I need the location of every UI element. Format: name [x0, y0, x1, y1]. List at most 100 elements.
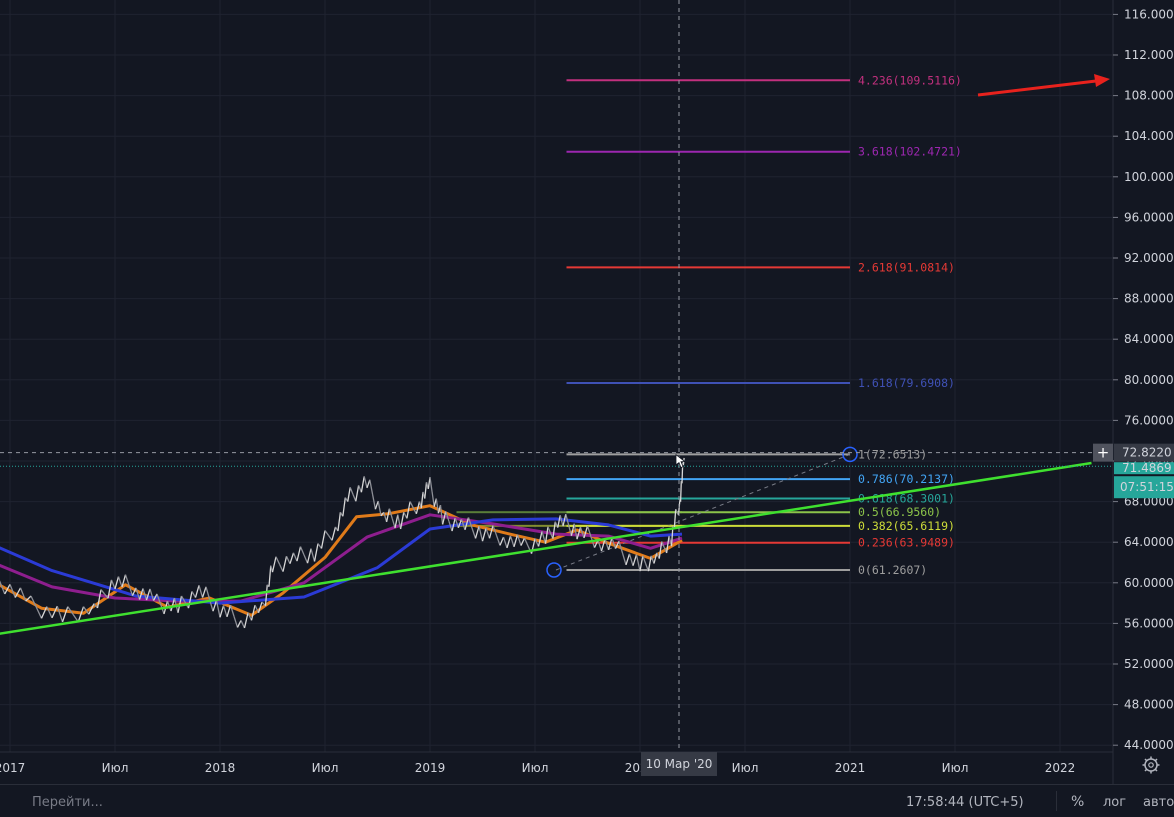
price-candle: [327, 535, 333, 541]
price-candle: [292, 552, 298, 562]
price-candle: [30, 595, 37, 608]
fib-level-label: 0.382(65.6119): [858, 519, 955, 533]
price-candle: [454, 517, 459, 529]
current-price-badge: [1114, 443, 1174, 462]
annotation-arrow: [977, 74, 1110, 97]
price-candle: [374, 500, 379, 510]
price-candle: [219, 605, 225, 618]
time-axis-ticks: 2017Июл2018Июл2019Июл2020Июл2021Июл2022: [0, 761, 1075, 775]
price-candle: [342, 497, 346, 517]
percent-scale-toggle[interactable]: %: [1071, 794, 1085, 810]
price-candle: [198, 585, 204, 598]
price-candle: [201, 586, 207, 598]
bottom-toolbar: Перейти... 17:58:44 (UTC+5) % лог авто: [0, 784, 1174, 817]
price-candle: [625, 553, 631, 566]
price-candle: [397, 514, 402, 530]
price-candle: [488, 525, 494, 539]
price-candle: [661, 541, 665, 548]
fib-level-label: 0(61.2607): [858, 563, 927, 577]
price-candle: [537, 531, 543, 547]
chart-canvas[interactable]: 4.236(109.5116) 3.618(102.4721) 2.618(91.0…: [0, 0, 1174, 784]
fib-anchor-handle[interactable]: [546, 562, 562, 578]
price-candle: [673, 509, 677, 530]
y-tick-label: 44.0000: [1124, 738, 1174, 752]
price-candle: [544, 526, 549, 544]
price-series: [0, 457, 685, 629]
price-candle: [485, 528, 491, 539]
price-candle: [502, 536, 508, 549]
settings-gear-icon[interactable]: [1142, 756, 1160, 774]
price-candle: [570, 523, 575, 536]
price-candle: [621, 552, 627, 566]
price-candle: [194, 585, 200, 598]
price-candle: [289, 552, 295, 564]
fib-extension-levels[interactable]: 4.236(109.5116) 3.618(102.4721) 2.618(91.0…: [456, 73, 962, 578]
add-alert-button[interactable]: [1093, 443, 1113, 462]
price-candle: [229, 604, 235, 617]
price-candle: [429, 477, 433, 493]
price-candle: [552, 521, 556, 539]
x-tick-label: Июл: [312, 761, 339, 775]
price-candle: [614, 540, 620, 549]
price-candle: [349, 487, 354, 495]
goto-date-button[interactable]: Перейти...: [32, 795, 103, 810]
price-candle: [100, 589, 106, 595]
price-candle: [215, 600, 221, 618]
fib-end-handle[interactable]: [842, 446, 858, 463]
price-candle: [236, 620, 242, 628]
price-candle: [562, 513, 567, 527]
price-candle: [445, 511, 450, 522]
price-candle: [56, 605, 64, 623]
x-tick-label: 2017: [0, 761, 25, 775]
price-candle: [40, 606, 48, 619]
y-tick-label: 92.0000: [1124, 251, 1174, 265]
price-candle: [474, 525, 480, 539]
price-candle: [478, 525, 484, 542]
price-candle: [226, 604, 232, 617]
x-tick-label: 2021: [835, 761, 866, 775]
price-candle: [257, 601, 263, 613]
price-candle: [628, 553, 634, 566]
price-candle: [303, 554, 309, 564]
y-tick-label: 88.0000: [1124, 292, 1174, 306]
price-candle: [331, 526, 337, 541]
price-candle: [457, 519, 463, 529]
fib-level-label: 0.618(68.3001): [858, 492, 955, 506]
price-candle: [492, 525, 498, 536]
price-candle: [576, 526, 582, 540]
price-candle: [363, 476, 368, 489]
auto-scale-toggle[interactable]: авто: [1143, 795, 1174, 810]
price-candle: [366, 479, 371, 489]
cursor-pointer-icon: [675, 453, 687, 469]
fib-level-label: 3.618(102.4721): [858, 145, 962, 159]
price-candle: [278, 563, 284, 572]
price-candle: [156, 593, 162, 605]
timezone-clock[interactable]: 17:58:44 (UTC+5): [906, 795, 1024, 810]
price-axis-ticks: 116.0000 112.0000 108.0000 104.0000 100.0000…: [1113, 7, 1174, 752]
log-scale-toggle[interactable]: лог: [1103, 795, 1127, 810]
price-candle: [317, 543, 323, 549]
price-candle: [121, 574, 127, 588]
fib-level-label: 0.786(70.2137): [858, 472, 955, 486]
price-candle: [653, 552, 658, 564]
price-candle: [394, 514, 399, 529]
y-tick-label: 56.0000: [1124, 616, 1174, 630]
price-candle: [77, 606, 85, 623]
price-candle: [579, 526, 585, 539]
price-candle: [618, 541, 624, 554]
current-price-label: 72.8220: [1122, 446, 1172, 460]
price-candle: [142, 588, 148, 601]
y-tick-label: 60.0000: [1124, 576, 1174, 590]
plus-icon[interactable]: +: [1097, 444, 1110, 462]
price-candle: [586, 525, 592, 537]
price-candle: [19, 587, 27, 602]
trendline[interactable]: [0, 461, 1092, 639]
price-candle: [409, 501, 414, 508]
price-candle: [520, 537, 526, 546]
price-candle: [441, 511, 447, 525]
price-candle: [412, 507, 417, 515]
fib-level-label: 0.5(66.9560): [858, 505, 941, 519]
last-price-label: 71.4869: [1122, 461, 1172, 475]
trendline-group[interactable]: [0, 461, 1092, 639]
price-candle: [431, 491, 435, 507]
